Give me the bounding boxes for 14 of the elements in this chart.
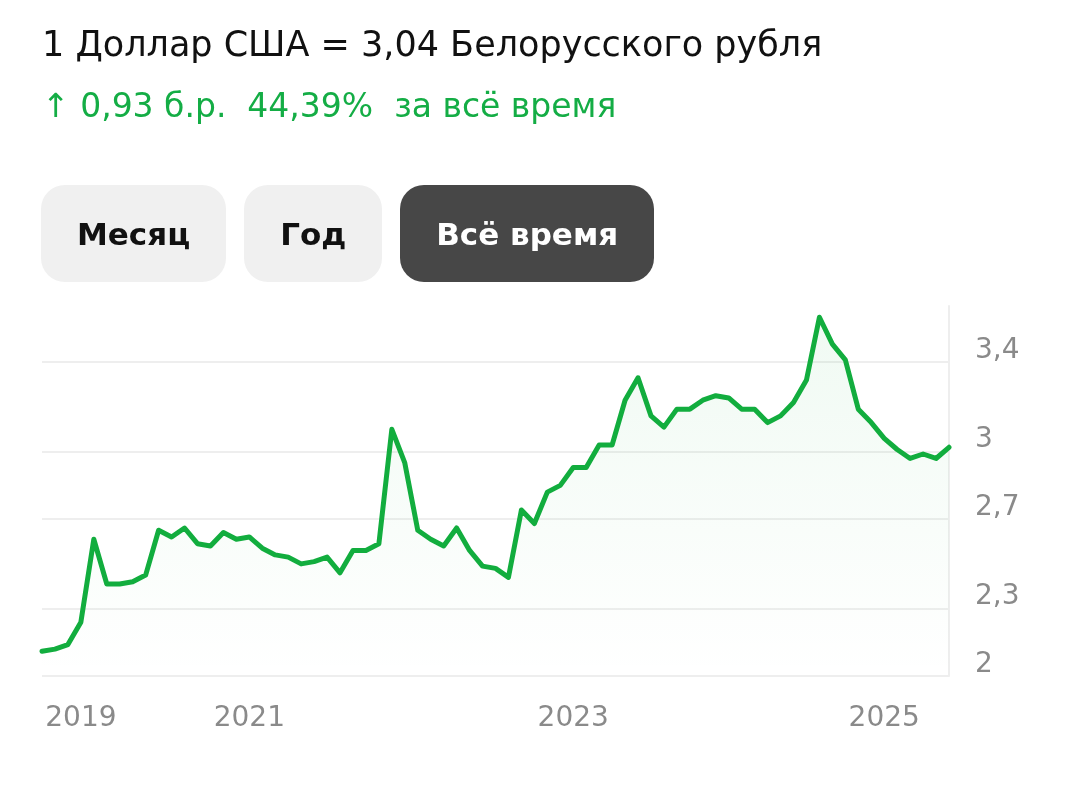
y-tick-label: 3 xyxy=(975,421,993,455)
period-button[interactable]: Месяц xyxy=(41,185,227,282)
y-tick-label: 2,7 xyxy=(975,488,1020,522)
x-tick-label: 2023 xyxy=(537,699,609,733)
y-tick-label: 2 xyxy=(975,645,993,679)
y-tick-label: 3,4 xyxy=(975,331,1020,365)
chart-title: 1 Доллар США = 3,04 Белорусского рубля xyxy=(42,24,823,64)
x-tick-label: 2021 xyxy=(213,699,285,733)
period-button[interactable]: Всё время xyxy=(400,185,655,282)
y-tick-label: 2,3 xyxy=(975,578,1020,612)
x-tick-label: 2025 xyxy=(848,699,920,733)
chart-subtitle: ↑ 0,93 б.р. 44,39% за всё время xyxy=(42,86,617,125)
period-button[interactable]: Год xyxy=(244,185,383,282)
x-tick-label: 2019 xyxy=(45,699,117,733)
